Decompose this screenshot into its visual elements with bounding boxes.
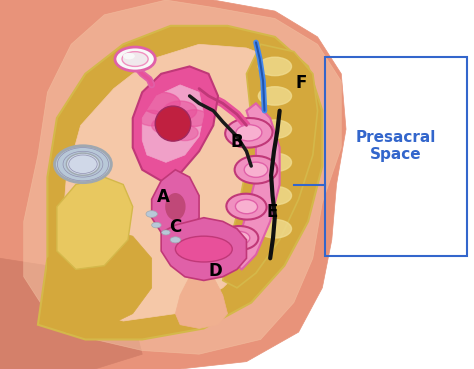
- Ellipse shape: [123, 53, 135, 59]
- Text: A: A: [157, 189, 170, 206]
- Ellipse shape: [235, 156, 277, 184]
- Ellipse shape: [155, 106, 191, 141]
- Polygon shape: [232, 103, 280, 269]
- Ellipse shape: [162, 230, 170, 235]
- Text: B: B: [231, 133, 243, 151]
- Ellipse shape: [170, 237, 181, 243]
- Ellipse shape: [236, 200, 257, 214]
- Polygon shape: [47, 229, 152, 332]
- Ellipse shape: [166, 194, 185, 220]
- Polygon shape: [223, 44, 318, 288]
- Ellipse shape: [225, 118, 273, 148]
- Ellipse shape: [244, 162, 268, 177]
- Ellipse shape: [229, 231, 250, 245]
- Ellipse shape: [164, 101, 197, 120]
- Ellipse shape: [258, 87, 292, 105]
- Text: D: D: [209, 262, 223, 280]
- Ellipse shape: [258, 57, 292, 76]
- Ellipse shape: [172, 125, 198, 141]
- Ellipse shape: [227, 194, 266, 220]
- Ellipse shape: [258, 153, 292, 172]
- Ellipse shape: [152, 222, 161, 228]
- Text: C: C: [169, 218, 182, 236]
- Ellipse shape: [258, 120, 292, 138]
- Polygon shape: [62, 44, 303, 321]
- Ellipse shape: [236, 125, 262, 141]
- Text: F: F: [295, 74, 307, 92]
- Polygon shape: [0, 258, 142, 369]
- Polygon shape: [175, 277, 228, 328]
- Ellipse shape: [175, 236, 232, 262]
- Polygon shape: [152, 170, 199, 236]
- Text: E: E: [267, 203, 278, 221]
- Ellipse shape: [66, 153, 100, 175]
- Polygon shape: [142, 85, 204, 162]
- Polygon shape: [161, 218, 246, 280]
- Ellipse shape: [258, 220, 292, 238]
- Ellipse shape: [152, 117, 180, 134]
- Ellipse shape: [55, 146, 111, 183]
- Polygon shape: [133, 66, 218, 181]
- Ellipse shape: [180, 110, 209, 126]
- Polygon shape: [38, 26, 322, 339]
- Ellipse shape: [115, 47, 155, 71]
- Ellipse shape: [220, 226, 258, 250]
- Text: Presacral
Space: Presacral Space: [356, 130, 436, 162]
- Ellipse shape: [122, 52, 148, 66]
- Ellipse shape: [258, 186, 292, 205]
- Ellipse shape: [138, 110, 165, 126]
- Polygon shape: [57, 177, 133, 269]
- Ellipse shape: [142, 92, 180, 114]
- Polygon shape: [0, 0, 346, 369]
- Polygon shape: [24, 0, 341, 354]
- Ellipse shape: [146, 211, 157, 217]
